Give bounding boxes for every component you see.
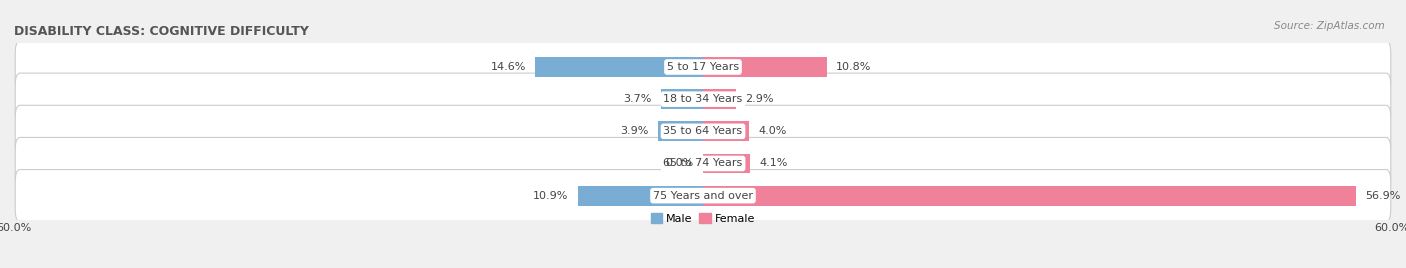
Text: 3.9%: 3.9% — [620, 126, 650, 136]
Text: 4.1%: 4.1% — [759, 158, 787, 169]
Bar — [703, 186, 1357, 206]
Text: 10.9%: 10.9% — [533, 191, 568, 201]
Bar — [661, 89, 703, 109]
FancyBboxPatch shape — [15, 137, 1391, 189]
Text: 10.8%: 10.8% — [837, 62, 872, 72]
Text: 75 Years and over: 75 Years and over — [652, 191, 754, 201]
Text: 0.0%: 0.0% — [665, 158, 693, 169]
Bar — [703, 57, 827, 77]
Text: 56.9%: 56.9% — [1365, 191, 1400, 201]
Text: 65 to 74 Years: 65 to 74 Years — [664, 158, 742, 169]
Text: Source: ZipAtlas.com: Source: ZipAtlas.com — [1274, 21, 1385, 31]
Bar — [578, 186, 703, 206]
Text: 18 to 34 Years: 18 to 34 Years — [664, 94, 742, 104]
FancyBboxPatch shape — [15, 170, 1391, 222]
Text: 14.6%: 14.6% — [491, 62, 526, 72]
Bar — [703, 121, 749, 141]
FancyBboxPatch shape — [15, 41, 1391, 93]
Bar — [536, 57, 703, 77]
Text: 2.9%: 2.9% — [745, 94, 773, 104]
FancyBboxPatch shape — [15, 73, 1391, 125]
Text: 35 to 64 Years: 35 to 64 Years — [664, 126, 742, 136]
Bar — [658, 121, 703, 141]
Legend: Male, Female: Male, Female — [647, 209, 759, 228]
Text: DISABILITY CLASS: COGNITIVE DIFFICULTY: DISABILITY CLASS: COGNITIVE DIFFICULTY — [14, 25, 309, 38]
Text: 3.7%: 3.7% — [623, 94, 651, 104]
Bar — [703, 89, 737, 109]
Bar — [703, 154, 749, 173]
FancyBboxPatch shape — [15, 105, 1391, 157]
Text: 4.0%: 4.0% — [758, 126, 786, 136]
Text: 5 to 17 Years: 5 to 17 Years — [666, 62, 740, 72]
